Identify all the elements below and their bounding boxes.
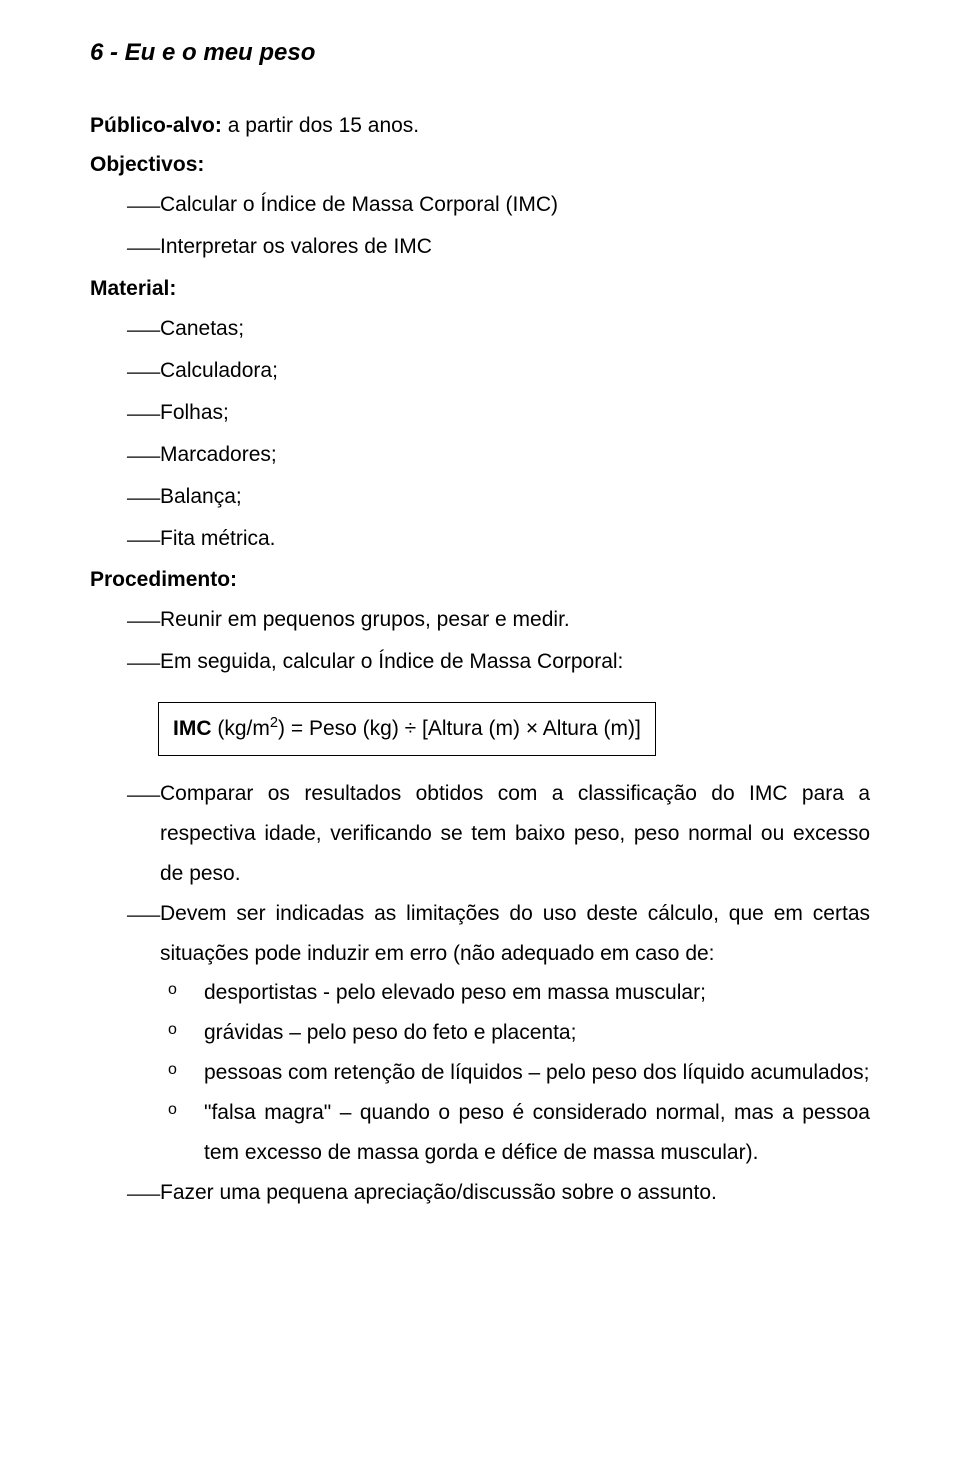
dash-bullet: ⸺: [126, 351, 160, 393]
dash-bullet: ⸺: [126, 519, 160, 561]
list-item-text: Calculadora;: [160, 351, 870, 391]
objectivos-label: Objectivos:: [90, 145, 870, 185]
material-label: Material:: [90, 269, 870, 309]
sub-list-item: odesportistas - pelo elevado peso em mas…: [90, 973, 870, 1013]
list-item-text: Calcular o Índice de Massa Corporal (IMC…: [160, 185, 870, 225]
circle-bullet: o: [168, 973, 204, 1005]
list-item: ⸺Calculadora;: [90, 351, 870, 393]
list-item: ⸺Comparar os resultados obtidos com a cl…: [90, 774, 870, 894]
list-item: ⸺Em seguida, calcular o Índice de Massa …: [90, 642, 870, 684]
list-item-text: Marcadores;: [160, 435, 870, 475]
procedimento-post-list: ⸺Comparar os resultados obtidos com a cl…: [90, 774, 870, 973]
dash-bullet: ⸺: [126, 894, 160, 936]
list-item-text: Comparar os resultados obtidos com a cla…: [160, 774, 870, 894]
sub-list-item-text: "falsa magra" – quando o peso é consider…: [204, 1093, 870, 1173]
list-item: ⸺Balança;: [90, 477, 870, 519]
procedimento-pre-list: ⸺Reunir em pequenos grupos, pesar e medi…: [90, 600, 870, 684]
list-item-text: Em seguida, calcular o Índice de Massa C…: [160, 642, 870, 682]
list-item-text: Fazer uma pequena apreciação/discussão s…: [160, 1173, 870, 1213]
list-item: ⸺Interpretar os valores de IMC: [90, 227, 870, 269]
publico-label: Público-alvo:: [90, 114, 222, 137]
list-item: ⸺Fazer uma pequena apreciação/discussão …: [90, 1173, 870, 1215]
sub-list-item: opessoas com retenção de líquidos – pelo…: [90, 1053, 870, 1093]
list-item-text: Folhas;: [160, 393, 870, 433]
list-item: ⸺Calcular o Índice de Massa Corporal (IM…: [90, 185, 870, 227]
list-item-text: Canetas;: [160, 309, 870, 349]
list-item: ⸺Fita métrica.: [90, 519, 870, 561]
objectivos-list: ⸺Calcular o Índice de Massa Corporal (IM…: [90, 185, 870, 269]
list-item: ⸺Canetas;: [90, 309, 870, 351]
sub-list-item: ográvidas – pelo peso do feto e placenta…: [90, 1013, 870, 1053]
dash-bullet: ⸺: [126, 227, 160, 269]
list-item-text: Reunir em pequenos grupos, pesar e medir…: [160, 600, 870, 640]
list-item: ⸺Reunir em pequenos grupos, pesar e medi…: [90, 600, 870, 642]
formula-eq: ) = Peso (kg) ÷ [Altura (m) × Altura (m)…: [278, 717, 641, 740]
dash-bullet: ⸺: [126, 393, 160, 435]
dash-bullet: ⸺: [126, 309, 160, 351]
circle-bullet: o: [168, 1093, 204, 1125]
list-item: ⸺Marcadores;: [90, 435, 870, 477]
dash-bullet: ⸺: [126, 185, 160, 227]
formula-box: IMC (kg/m2) = Peso (kg) ÷ [Altura (m) × …: [158, 702, 656, 756]
dash-bullet: ⸺: [126, 774, 160, 816]
dash-bullet: ⸺: [126, 477, 160, 519]
procedimento-final-list: ⸺Fazer uma pequena apreciação/discussão …: [90, 1173, 870, 1215]
formula-lhs: IMC: [173, 717, 212, 740]
list-item-text: Balança;: [160, 477, 870, 517]
page-title: 6 - Eu e o meu peso: [90, 30, 870, 76]
procedimento-label: Procedimento:: [90, 560, 870, 600]
material-list: ⸺Canetas;⸺Calculadora;⸺Folhas;⸺Marcadore…: [90, 309, 870, 560]
list-item-text: Interpretar os valores de IMC: [160, 227, 870, 267]
sub-list-item: o"falsa magra" – quando o peso é conside…: [90, 1093, 870, 1173]
circle-bullet: o: [168, 1053, 204, 1085]
sub-list: odesportistas - pelo elevado peso em mas…: [90, 973, 870, 1172]
formula-units: (kg/m: [212, 717, 270, 740]
sub-list-item-text: desportistas - pelo elevado peso em mass…: [204, 973, 870, 1013]
dash-bullet: ⸺: [126, 1173, 160, 1215]
dash-bullet: ⸺: [126, 435, 160, 477]
publico-value: a partir dos 15 anos.: [222, 114, 419, 137]
list-item-text: Fita métrica.: [160, 519, 870, 559]
sub-list-item-text: grávidas – pelo peso do feto e placenta;: [204, 1013, 870, 1053]
list-item-text: Devem ser indicadas as limitações do uso…: [160, 894, 870, 974]
dash-bullet: ⸺: [126, 600, 160, 642]
list-item: ⸺Devem ser indicadas as limitações do us…: [90, 894, 870, 974]
list-item: ⸺Folhas;: [90, 393, 870, 435]
dash-bullet: ⸺: [126, 642, 160, 684]
page: 6 - Eu e o meu peso Público-alvo: a part…: [0, 0, 960, 1483]
circle-bullet: o: [168, 1013, 204, 1045]
formula-exp: 2: [270, 715, 278, 731]
publico-line: Público-alvo: a partir dos 15 anos.: [90, 106, 870, 146]
sub-list-item-text: pessoas com retenção de líquidos – pelo …: [204, 1053, 870, 1093]
